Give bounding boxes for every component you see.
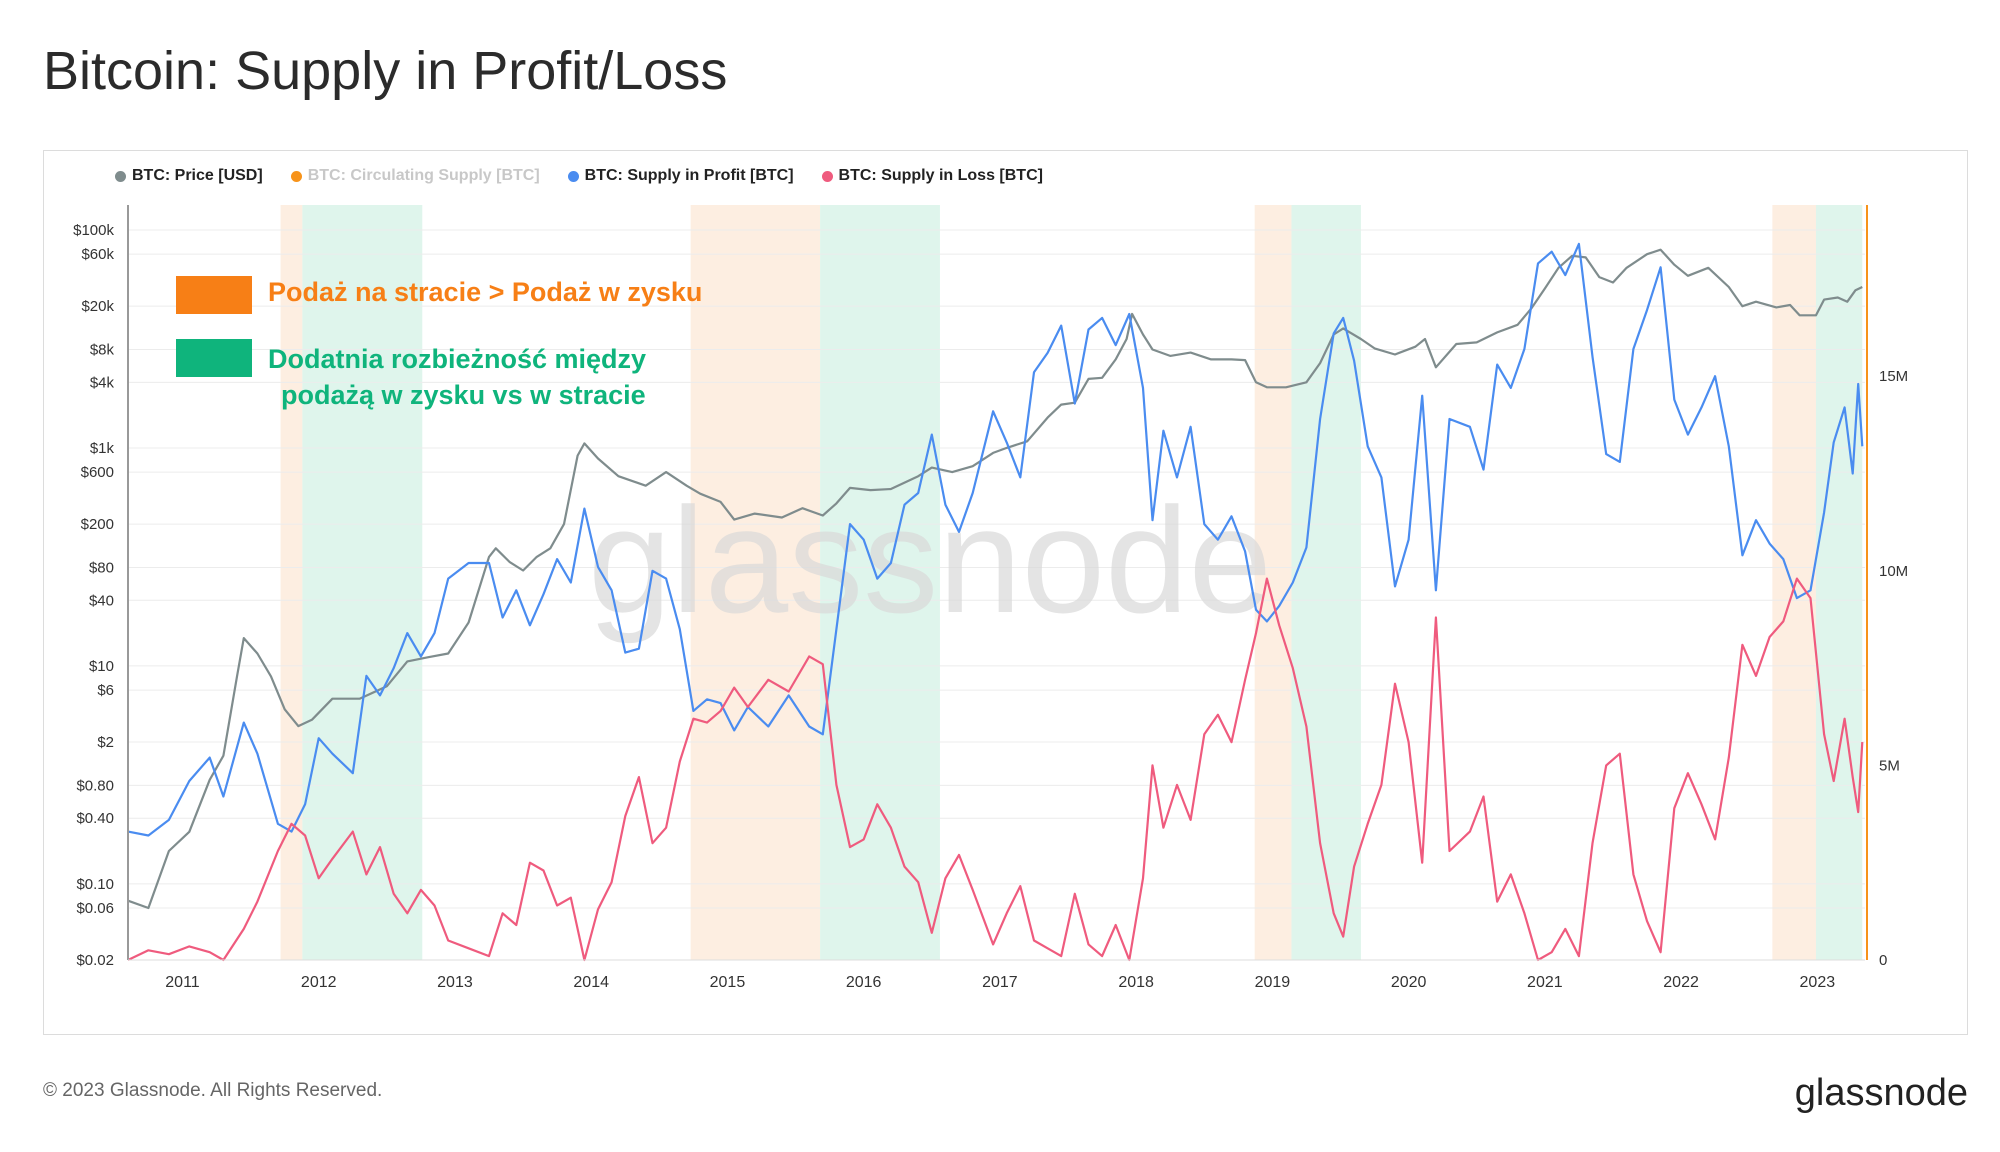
y-left-tick-label: $2 — [97, 734, 114, 751]
y-left-tick-label: $1k — [90, 440, 115, 457]
green-swatch — [176, 339, 252, 377]
series-line-btc-supply-in-loss-btc- — [127, 577, 1864, 962]
copyright-text: © 2023 Glassnode. All Rights Reserved. — [43, 1080, 383, 1101]
legend-dot-icon — [567, 170, 579, 182]
x-tick-label: 2013 — [437, 974, 473, 991]
annotation-green-line2: podażą w zysku vs w stracie — [281, 380, 646, 410]
y-left-tick-label: $0.40 — [76, 810, 114, 827]
legend-label: BTC: Supply in Profit [BTC] — [584, 167, 794, 184]
x-tick-label: 2022 — [1663, 974, 1699, 991]
legend-dot-icon — [115, 170, 126, 182]
y-left-tick-label: $0.10 — [76, 876, 114, 893]
y-left-tick-label: $80 — [89, 559, 114, 576]
x-tick-label: 2012 — [301, 974, 337, 991]
y-right-tick-label: 15M — [1879, 368, 1908, 385]
shaded-region-divergence — [1291, 205, 1361, 960]
y-left-tick-label: $20k — [81, 298, 114, 315]
x-tick-label: 2011 — [165, 974, 200, 991]
series-lines — [127, 242, 1864, 962]
x-tick-label: 2018 — [1118, 974, 1154, 991]
shaded-region-divergence — [302, 205, 423, 960]
legend-dot-icon — [821, 170, 833, 182]
shaded-region-divergence — [820, 205, 940, 960]
legend-label: BTC: Supply in Loss [BTC] — [838, 167, 1043, 184]
chart-frame — [43, 150, 1968, 1035]
y-left-tick-label: $600 — [81, 464, 114, 481]
shaded-region-loss_gt_profit — [1772, 205, 1816, 960]
gridlines — [128, 229, 1865, 961]
shaded-regions — [280, 205, 1863, 960]
series-line-btc-supply-in-profit-btc- — [127, 242, 1864, 837]
y-left-tick-label: $200 — [81, 516, 114, 533]
shaded-region-loss_gt_profit — [690, 205, 821, 960]
y-left-tick-label: $0.02 — [76, 952, 114, 969]
watermark-text: glassnode — [588, 476, 1272, 644]
legend-label: BTC: Circulating Supply [BTC] — [307, 167, 540, 184]
legend-item-circulating-supply[interactable]: BTC: Circulating Supply [BTC] — [290, 167, 540, 185]
x-tick-label: 2023 — [1800, 974, 1836, 991]
glassnode-logo: glassnode — [1794, 1072, 1968, 1114]
y-left-tick-label: $40 — [89, 592, 114, 609]
y-left-tick-label: $8k — [90, 342, 115, 359]
legend-label: BTC: Price [USD] — [132, 167, 263, 184]
annotation-orange: Podaż na stracie > Podaż w zysku — [268, 277, 703, 307]
orange-swatch — [176, 276, 252, 314]
y-left-tick-label: $0.06 — [76, 900, 114, 917]
x-tick-label: 2015 — [710, 974, 746, 991]
x-tick-label: 2020 — [1391, 974, 1427, 991]
y-right-tick-label: 10M — [1879, 563, 1908, 580]
legend-dot-icon — [290, 170, 302, 182]
legend-item-supply-in-profit[interactable]: BTC: Supply in Profit [BTC] — [567, 167, 794, 185]
y-right-tick-label: 0 — [1879, 952, 1887, 969]
y-left-tick-label: $60k — [81, 246, 114, 263]
x-tick-label: 2016 — [846, 974, 882, 991]
shaded-region-loss_gt_profit — [280, 205, 303, 960]
y-right-tick-label: 5M — [1879, 757, 1900, 774]
chart-legend: BTC: Price [USD] BTC: Circulating Supply… — [115, 167, 1043, 185]
axes: $100k $60k $20k $8k $4k $1k $600 $200 $80 $40 $10 $… — [73, 205, 1908, 991]
x-tick-label: 2017 — [982, 974, 1018, 991]
legend-item-supply-in-loss[interactable]: BTC: Supply in Loss [BTC] — [821, 167, 1043, 185]
legend-item-price[interactable]: BTC: Price [USD] — [115, 167, 263, 185]
y-left-tick-label: $0.80 — [76, 777, 114, 794]
y-left-tick-label: $6 — [97, 682, 114, 699]
shaded-region-divergence — [1815, 205, 1863, 960]
annotation-green-line1: Dodatnia rozbieżność między — [268, 344, 647, 374]
page-title: Bitcoin: Supply in Profit/Loss — [43, 41, 728, 101]
y-left-tick-label: $100k — [73, 222, 114, 239]
x-tick-label: 2019 — [1255, 974, 1291, 991]
y-left-tick-label: $4k — [90, 374, 115, 391]
shaded-region-loss_gt_profit — [1254, 205, 1292, 960]
y-left-tick-label: $10 — [89, 658, 114, 675]
x-tick-label: 2014 — [573, 974, 609, 991]
x-tick-label: 2021 — [1527, 974, 1563, 991]
